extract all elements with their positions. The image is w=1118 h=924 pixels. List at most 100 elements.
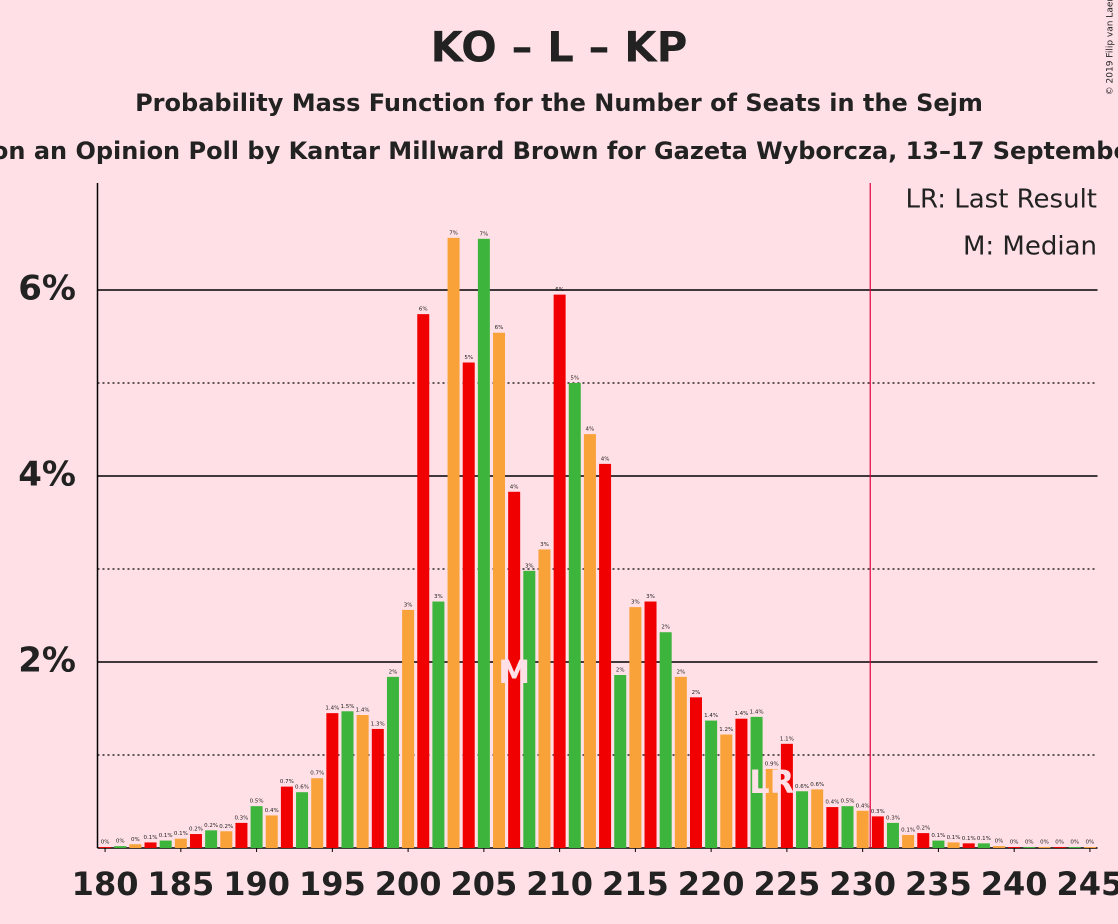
bar (674, 676, 687, 848)
bar (356, 715, 369, 848)
y-tick-label: 2% (18, 640, 76, 680)
data-label: 0.7% (310, 771, 324, 777)
bar (705, 720, 718, 848)
chart-title: KO – L – KP (431, 23, 688, 72)
bar (735, 718, 748, 848)
data-label: 6% (419, 307, 428, 313)
data-label: 3% (540, 542, 549, 548)
data-label: 0.1% (931, 833, 945, 839)
x-tick-label: 245 (1057, 865, 1118, 903)
bar (114, 846, 127, 848)
data-label: 0% (131, 837, 140, 843)
data-label: 7% (479, 231, 488, 237)
x-tick-label: 235 (905, 865, 972, 903)
data-label: 0.7% (280, 779, 294, 785)
bar (341, 711, 354, 848)
legend-entry: LR: Last Result (905, 185, 1097, 215)
data-label: 0.1% (159, 833, 173, 839)
last-result-marker: LR (749, 763, 794, 801)
data-label: 0% (1086, 840, 1095, 846)
x-tick-label: 180 (72, 865, 139, 903)
bar (1008, 847, 1021, 848)
bar (326, 713, 339, 848)
data-label: 0.5% (841, 799, 855, 805)
data-label: 4% (510, 484, 519, 490)
data-label: 3% (434, 594, 443, 600)
x-tick-label: 230 (829, 865, 896, 903)
bar (886, 822, 899, 848)
y-tick-label: 6% (18, 268, 76, 308)
data-label: 0.2% (189, 827, 203, 833)
data-label: 0.4% (825, 800, 839, 806)
data-label: 0.1% (901, 827, 915, 833)
data-label: 0.3% (234, 815, 248, 821)
bar (871, 816, 884, 848)
x-tick-label: 205 (450, 865, 517, 903)
bar (720, 734, 733, 848)
bar (417, 314, 430, 848)
bar (159, 840, 172, 848)
median-marker: M (498, 653, 530, 691)
bar (780, 743, 793, 848)
bar (250, 806, 263, 848)
data-label: 2% (389, 669, 398, 675)
bar (523, 570, 536, 848)
bar (902, 834, 915, 848)
bar (174, 838, 187, 848)
bar (280, 786, 293, 848)
data-label: 0.6% (810, 782, 824, 788)
legend-entry: M: Median (963, 232, 1097, 262)
data-label: 4% (601, 456, 610, 462)
bar (932, 840, 945, 848)
data-label: 0.1% (947, 835, 961, 841)
data-label: 0% (101, 840, 110, 846)
bar (856, 810, 869, 848)
data-label: 4% (586, 427, 595, 433)
x-tick-label: 195 (299, 865, 366, 903)
data-label: 0.1% (977, 836, 991, 842)
data-label: 1.1% (780, 736, 794, 742)
x-tick-label: 215 (602, 865, 669, 903)
data-label: 0.4% (265, 808, 279, 814)
bar (99, 847, 112, 848)
bar (644, 601, 657, 848)
bar (826, 807, 839, 848)
bar (144, 842, 157, 848)
bar (508, 491, 521, 848)
data-label: 0.1% (174, 831, 188, 837)
data-label: 2% (692, 690, 701, 696)
data-label: 0.4% (856, 803, 870, 809)
x-tick-label: 225 (753, 865, 820, 903)
data-label: 0.3% (871, 809, 885, 815)
bar (311, 778, 324, 848)
bar (841, 806, 854, 848)
bar (462, 362, 475, 848)
bar (386, 676, 399, 848)
data-label: 0.1% (962, 836, 976, 842)
bar (796, 791, 809, 848)
data-label: 0.3% (886, 815, 900, 821)
bar (235, 822, 248, 848)
bar (477, 238, 490, 848)
bar (962, 843, 975, 848)
data-label: 0% (116, 839, 125, 845)
data-label: 2% (661, 625, 670, 631)
data-label: 7% (449, 230, 458, 236)
bar (296, 792, 309, 848)
x-tick-label: 240 (981, 865, 1048, 903)
bar (129, 844, 142, 848)
bar (205, 830, 218, 848)
bar (1068, 847, 1081, 848)
data-label: 2% (676, 669, 685, 675)
data-label: 1.4% (734, 711, 748, 717)
bar (689, 697, 702, 848)
bar (917, 833, 930, 848)
data-label: 5% (464, 355, 473, 361)
bar (947, 842, 960, 848)
data-label: 1.4% (356, 708, 370, 714)
bar (599, 463, 612, 848)
data-label: 5% (570, 375, 579, 381)
chart-source: Based on an Opinion Poll by Kantar Millw… (0, 137, 1118, 165)
